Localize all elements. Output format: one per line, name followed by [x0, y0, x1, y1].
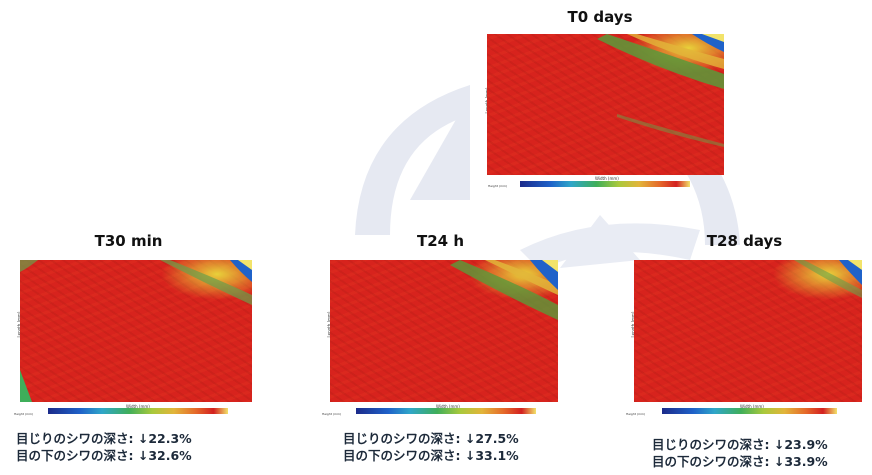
x-axis-label: Width (mm) — [126, 404, 150, 409]
panel-t30min: T30 min Length (mm) Width (mm) Height (m… — [6, 232, 252, 472]
under-eye-wrinkle-depth: 目の下のシワの深さ: ↓32.6% — [16, 448, 192, 463]
surface-map-t0 — [487, 34, 724, 175]
height-colorbar — [520, 181, 690, 187]
colorbar-label: Height (mm) — [488, 184, 508, 188]
wrinkle-depth-caption: 目じりのシワの深さ: ↓27.5% 目の下のシワの深さ: ↓33.1% — [343, 430, 519, 464]
height-colorbar — [662, 408, 837, 414]
wrinkle-depth-caption: 目じりのシワの深さ: ↓23.9% 目の下のシワの深さ: ↓33.9% — [652, 436, 828, 470]
x-axis-label: Width (mm) — [436, 404, 460, 409]
colorbar-label: Height (mm) — [14, 412, 34, 416]
panel-t28days: T28 days Length (mm) Width (mm) Height (… — [622, 232, 867, 475]
height-colorbar — [356, 408, 536, 414]
under-eye-wrinkle-depth: 目の下のシワの深さ: ↓33.1% — [343, 448, 519, 463]
panel-title: T30 min — [94, 232, 163, 250]
wrinkle-feature — [450, 260, 558, 320]
x-axis-label: Width (mm) — [740, 404, 764, 409]
panel-t0: T0 days Length (mm) Width (mm) Height (m… — [470, 8, 730, 198]
colorbar-label: Height (mm) — [322, 412, 342, 416]
outer-eye-wrinkle-depth: 目じりのシワの深さ: ↓22.3% — [16, 431, 192, 446]
wrinkle-feature — [794, 260, 862, 298]
under-eye-wrinkle-depth: 目の下のシワの深さ: ↓33.9% — [652, 454, 828, 469]
panel-title: T28 days — [706, 232, 783, 250]
surface-map-t30min — [20, 260, 252, 402]
x-axis-label: Width (mm) — [595, 176, 619, 181]
panel-title: T24 h — [416, 232, 464, 250]
panel-t24h: T24 h Length (mm) Width (mm) Height (mm)… — [318, 232, 563, 472]
outer-eye-wrinkle-depth: 目じりのシワの深さ: ↓27.5% — [343, 431, 519, 446]
surface-map-t28days — [634, 260, 862, 402]
wrinkle-feature — [20, 260, 252, 402]
surface-map-t24h — [330, 260, 558, 402]
wrinkle-feature — [597, 34, 724, 147]
outer-eye-wrinkle-depth: 目じりのシワの深さ: ↓23.9% — [652, 437, 828, 452]
colorbar-label: Height (mm) — [626, 412, 646, 416]
panel-title: T0 days — [567, 8, 633, 26]
wrinkle-depth-caption: 目じりのシワの深さ: ↓22.3% 目の下のシワの深さ: ↓32.6% — [16, 430, 192, 464]
height-colorbar — [48, 408, 228, 414]
